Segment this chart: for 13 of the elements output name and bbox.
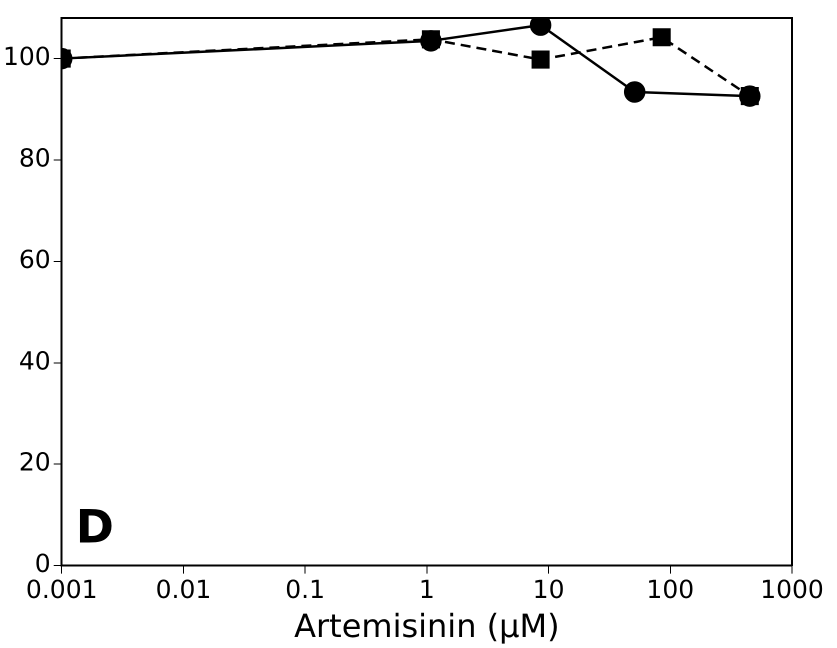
x-axis-title: Artemisinin (µM) [294, 607, 560, 646]
y-tick-label: 20 [18, 448, 51, 477]
x-tick-label: 100 [646, 575, 694, 604]
y-tick-label: 80 [18, 143, 51, 172]
annotation: D [76, 500, 114, 554]
x-tick-label: 1000 [760, 575, 824, 604]
y-tick-label: 40 [18, 346, 51, 376]
x-tick-label: 10 [532, 575, 564, 604]
x-tick-label: 1 [418, 575, 435, 604]
x-tick-label: 0.01 [156, 575, 212, 604]
x-tick-label: 0.1 [285, 575, 326, 604]
y-tick-label: 100 [3, 42, 51, 72]
y-tick-label: 60 [18, 244, 51, 274]
